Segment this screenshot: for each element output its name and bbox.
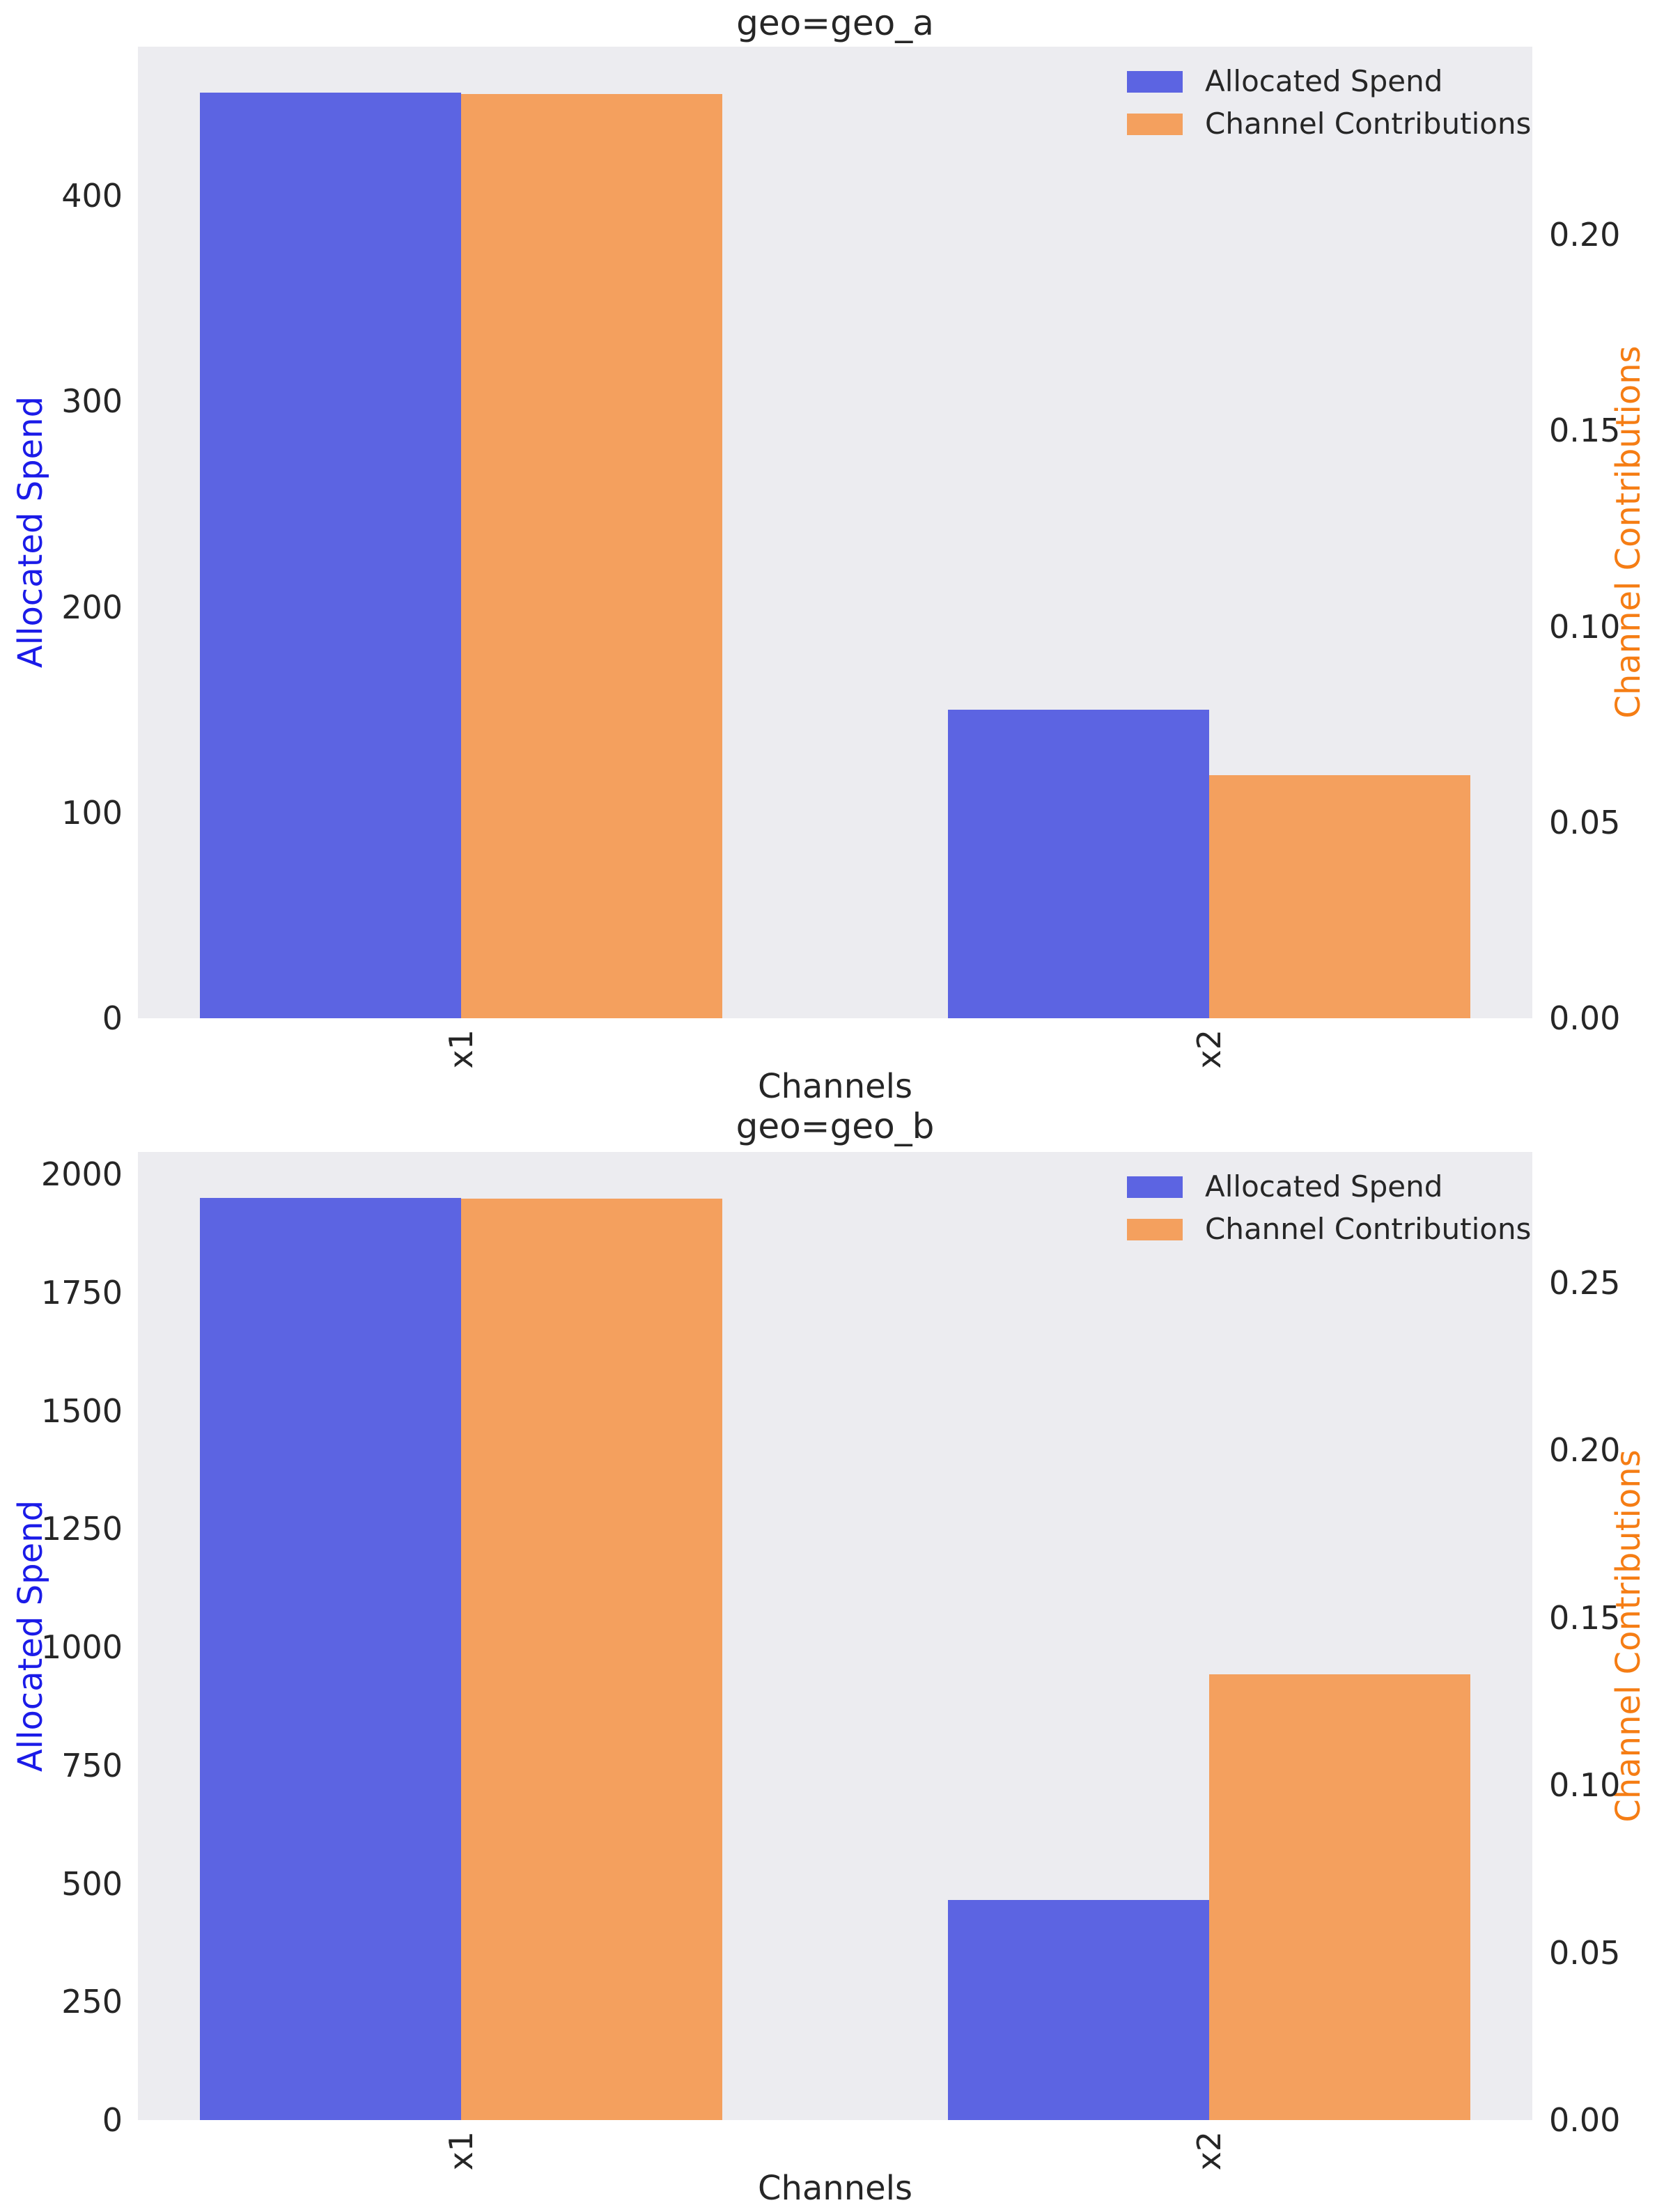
left-y-tick-label: 300 [61,382,123,421]
bar-allocated-spend-x2 [947,710,1209,1018]
right-y-tick-label: 0.20 [1549,1431,1621,1470]
plot-title-geo-a: geo=geo_a [736,3,934,43]
right-y-tick-label: 0.10 [1549,607,1621,646]
x-axis-label-geo-a: Channels [757,1067,913,1106]
right-y-tick-label: 0.00 [1549,2101,1621,2139]
plot-title-geo-b: geo=geo_b [736,1106,935,1146]
left-y-tick-label: 750 [61,1746,123,1784]
right-y-tick-label: 0.15 [1549,412,1621,450]
x-tick-label-x2: x2 [1190,1029,1228,1069]
right-y-tick-label: 0.25 [1549,1263,1621,1302]
right-y-tick-label: 0.15 [1549,1598,1621,1637]
legend-swatch-icon [1127,1176,1183,1198]
plot-area-geo-b: Allocated Spend Channel Contributions [138,1152,1532,2120]
left-y-tick-label: 2000 [40,1155,123,1194]
x-tick-label-x2: x2 [1190,2131,1228,2171]
legend-swatch-icon [1127,1218,1183,1240]
bar-allocated-spend-x1 [200,1198,462,2120]
bar-allocated-spend-x1 [200,93,462,1018]
legend-row: Allocated Spend [1127,1170,1531,1204]
left-y-tick-label: 1250 [40,1510,123,1548]
left-y-tick-label: 400 [61,177,123,215]
legend-swatch-icon [1127,70,1183,93]
left-y-axis-label-geo-a: Allocated Spend [11,396,50,669]
left-y-tick-label: 500 [61,1864,123,1903]
legend-row: Allocated Spend [1127,65,1531,98]
right-y-tick-label: 0.05 [1549,803,1621,841]
x-axis-label-geo-b: Channels [757,2169,913,2208]
plot-area-geo-a: Allocated Spend Channel Contributions [138,47,1532,1018]
right-y-tick-label: 0.20 [1549,216,1621,254]
left-y-tick-label: 100 [61,793,123,832]
x-tick-label-x1: x1 [442,1029,481,1069]
right-y-axis-label-geo-a: Channel Contributions [1609,345,1648,719]
legend: Allocated Spend Channel Contributions [1127,1170,1531,1246]
bar-channel-contribution-x1 [461,1199,723,2120]
legend-swatch-icon [1127,113,1183,135]
x-tick-label-x1: x1 [442,2131,481,2171]
left-y-tick-label: 200 [61,588,123,626]
bar-channel-contribution-x2 [1208,1674,1470,2120]
legend-label: Channel Contributions [1205,107,1532,141]
bar-allocated-spend-x2 [947,1900,1209,2120]
bar-channel-contribution-x1 [461,93,723,1018]
bar-channel-contribution-x2 [1208,775,1470,1018]
legend: Allocated Spend Channel Contributions [1127,65,1531,141]
legend-row: Channel Contributions [1127,107,1531,141]
right-y-tick-label: 0.05 [1549,1933,1621,1972]
left-y-tick-label: 1750 [40,1273,123,1311]
legend-row: Channel Contributions [1127,1213,1531,1246]
legend-label: Allocated Spend [1205,1169,1443,1204]
left-y-tick-label: 1500 [40,1392,123,1430]
legend-label: Channel Contributions [1205,1212,1532,1246]
left-y-tick-label: 250 [61,1983,123,2021]
right-y-tick-label: 0.00 [1549,999,1621,1037]
right-y-tick-label: 0.10 [1549,1766,1621,1805]
left-y-tick-label: 0 [102,999,123,1037]
left-y-tick-label: 1000 [40,1628,123,1667]
left-y-tick-label: 0 [102,2101,123,2139]
legend-label: Allocated Spend [1205,64,1443,98]
